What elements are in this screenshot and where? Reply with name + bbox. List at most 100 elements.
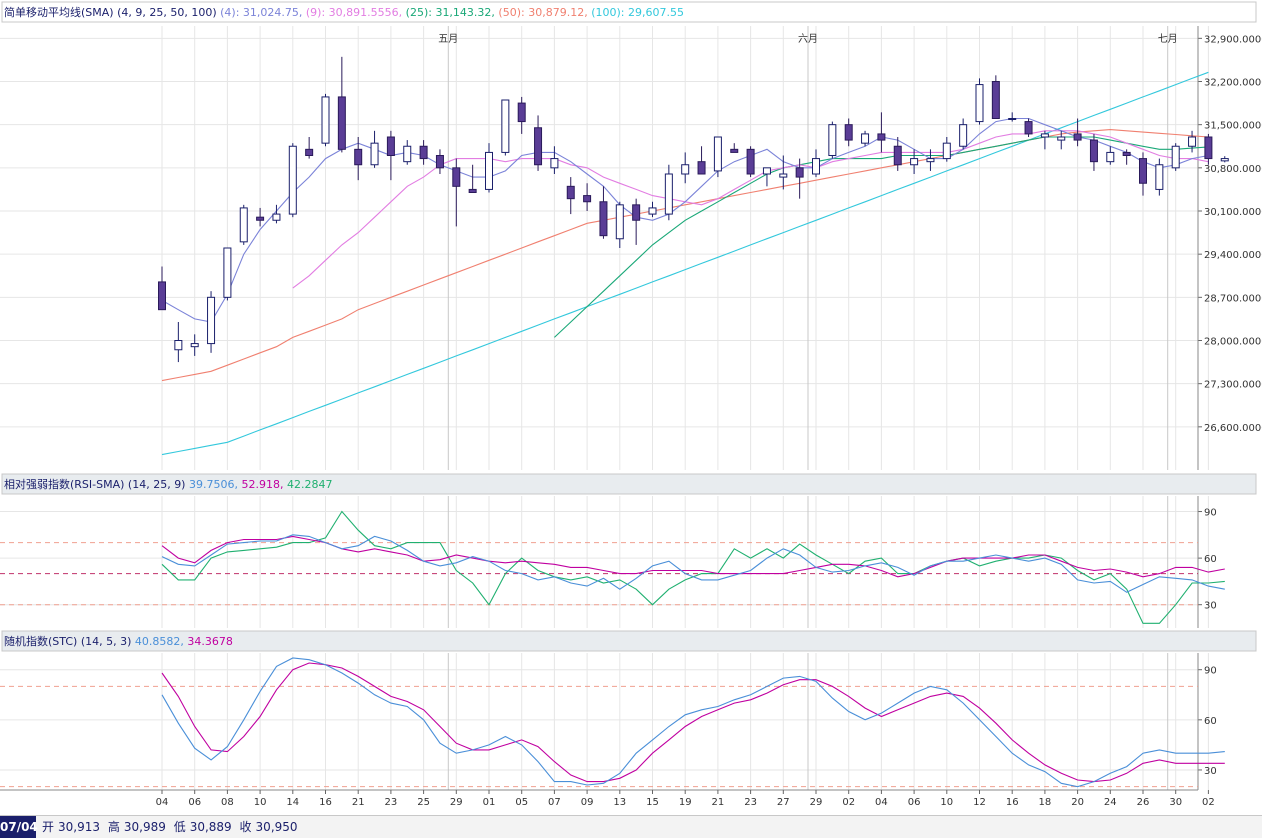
x-tick-label: 15 (646, 797, 659, 808)
sma-value-3: (50): 30,879.12, (498, 6, 591, 19)
stc-ytick-label: 90 (1204, 666, 1217, 677)
sma-line-2 (554, 136, 1209, 338)
close-value: 30,950 (255, 820, 298, 834)
price-ytick-label: 28,000.0000 (1204, 337, 1262, 348)
candle-body (697, 161, 706, 175)
x-tick-label: 23 (385, 797, 398, 808)
rsi-value-2: 42.2847 (287, 478, 333, 491)
stc-d-line (161, 662, 1225, 783)
rsi-plot-area (0, 496, 1198, 628)
candle-body (468, 188, 477, 194)
x-tick-label: 20 (1071, 797, 1084, 808)
x-tick-label: 04 (156, 797, 169, 808)
candle-body (1106, 151, 1115, 163)
price-ytick-label: 27,300.0000 (1204, 380, 1262, 391)
stc-value-0: 40.8582, (135, 635, 187, 648)
x-tick-label: 29 (450, 797, 463, 808)
status-bar: 07/04 开 30,913 高 30,989 低 30,889 收 30,950 (0, 815, 1262, 838)
price-ytick-label: 26,600.0000 (1204, 423, 1262, 434)
sma-value-4: (100): 29,607.55 (591, 6, 684, 19)
candle-body (1188, 136, 1197, 147)
candle-body (762, 167, 771, 175)
candle-body (501, 99, 510, 153)
candle-body (207, 296, 216, 345)
x-tick-label: 27 (777, 797, 790, 808)
candle-body (223, 247, 232, 298)
x-tick-label: 21 (352, 797, 365, 808)
x-tick-label: 16 (1006, 797, 1019, 808)
candle-body (877, 133, 886, 141)
candle-body (321, 96, 330, 144)
candle-body (174, 340, 183, 351)
month-label: 五月 (438, 33, 458, 45)
x-tick-label: 06 (188, 797, 201, 808)
sma-value-2: (25): 31,143.32, (406, 6, 499, 19)
candle-body (615, 204, 624, 240)
candle-body (1008, 118, 1017, 120)
rsi-ytick-label: 30 (1204, 601, 1217, 612)
candle-body (272, 213, 281, 221)
price-ytick-label: 32,200.0000 (1204, 78, 1262, 89)
chart-canvas[interactable]: 简单移动平均线(SMA) (4, 9, 25, 50, 100) (4): 31… (0, 0, 1262, 815)
x-tick-label: 29 (810, 797, 823, 808)
rsi-ytick-label: 90 (1204, 508, 1217, 519)
close-label: 收 (239, 820, 252, 834)
candle-body (1204, 136, 1213, 160)
candle-body (534, 127, 543, 166)
x-tick-label: 10 (254, 797, 267, 808)
x-tick-label: 16 (319, 797, 332, 808)
rsi-ytick-label: 60 (1204, 554, 1217, 565)
x-tick-label: 24 (1104, 797, 1117, 808)
rsi-line (161, 534, 1225, 593)
rsi-header-title: 相对强弱指数(RSI-SMA) (14, 25, 9) 39.7506, 52.… (4, 477, 332, 491)
high-value: 30,989 (123, 820, 166, 834)
x-tick-label: 04 (875, 797, 888, 808)
sma-value-1: (9): 30,891.5556, (306, 6, 406, 19)
candle-body (583, 195, 592, 203)
month-label: 七月 (1158, 33, 1178, 45)
candle-body (1122, 151, 1131, 157)
sma-value-0: (4): 31,024.75, (220, 6, 306, 19)
candle-body (239, 207, 248, 243)
x-tick-label: 09 (581, 797, 594, 808)
sma-line-4 (161, 71, 1209, 456)
x-tick-label: 02 (1202, 797, 1215, 808)
rsi-title: 相对强弱指数(RSI-SMA) (14, 25, 9) (4, 477, 189, 491)
candle-body (370, 142, 379, 166)
candle-body (435, 155, 444, 169)
stc-value-1: 34.3678 (187, 635, 233, 648)
stc-ytick-label: 30 (1204, 766, 1217, 777)
candle-body (926, 158, 935, 163)
candle-body (599, 201, 608, 237)
x-tick-label: 05 (515, 797, 528, 808)
sma-title: 简单移动平均线(SMA) (4, 9, 25, 50, 100) (4, 5, 220, 19)
x-tick-label: 14 (286, 797, 299, 808)
candle-body (386, 136, 395, 156)
candle-body (452, 167, 461, 187)
x-tick-label: 01 (483, 797, 496, 808)
candle-body (942, 142, 951, 160)
open-label: 开 (42, 820, 55, 834)
candle-body (1040, 133, 1049, 138)
candle-body (1057, 136, 1066, 141)
candle-body (975, 84, 984, 123)
price-ytick-label: 30,100.0000 (1204, 207, 1262, 218)
candle-body (403, 145, 412, 163)
x-tick-label: 25 (417, 797, 430, 808)
candle-body (746, 148, 755, 175)
candle-body (288, 145, 297, 215)
candle-body (305, 148, 314, 156)
candle-body (1171, 145, 1180, 169)
sma-line-0 (161, 117, 1209, 323)
candle-body (828, 124, 837, 156)
candle-body (1024, 121, 1033, 135)
candle-body (991, 81, 1000, 119)
stc-title: 随机指数(STC) (14, 5, 3) (4, 634, 135, 648)
x-tick-label: 10 (940, 797, 953, 808)
candle-body (713, 136, 722, 172)
ohlc-readout: 开 30,913 高 30,989 低 30,889 收 30,950 (42, 816, 302, 838)
open-value: 30,913 (58, 820, 101, 834)
candle-body (337, 96, 346, 150)
price-plot-area (0, 26, 1198, 470)
